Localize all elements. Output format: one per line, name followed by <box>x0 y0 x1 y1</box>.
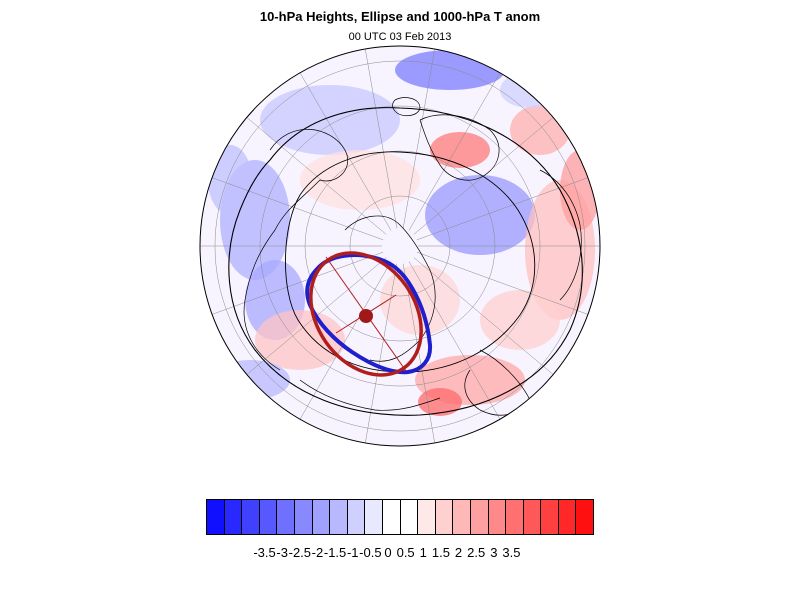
colorbar-tick-label: -3.5 <box>253 545 276 560</box>
colorbar-tick-label: 0 <box>384 545 392 560</box>
colorbar-swatch <box>541 500 559 534</box>
meridian-line <box>365 48 398 229</box>
colorbar-swatch <box>312 500 331 534</box>
colorbar-swatch <box>576 500 594 534</box>
colorbar-tick-label: -1.5 <box>323 545 347 560</box>
colorbar <box>206 499 594 535</box>
colorbar-swatch <box>207 500 225 534</box>
colorbar-tick-label: 0.5 <box>396 545 415 560</box>
colorbar-tick-label: -2.5 <box>288 545 312 560</box>
chart-subtitle: 00 UTC 03 Feb 2013 <box>348 31 452 43</box>
colorbar-swatch <box>330 500 348 534</box>
meridian-line <box>416 177 589 241</box>
anomaly-patch <box>430 132 490 168</box>
anomaly-patch <box>510 105 570 155</box>
temperature-anomaly-field <box>208 50 600 416</box>
colorbar-tick-label: -1 <box>346 545 359 560</box>
colorbar-swatch <box>294 500 313 534</box>
colorbar-swatch <box>488 500 507 534</box>
meridian-line <box>211 177 384 241</box>
meridian-line <box>408 72 501 231</box>
meridian-line <box>211 251 384 315</box>
meridian-line <box>299 261 392 420</box>
meridian-line <box>416 251 589 315</box>
colorbar-swatch <box>382 500 401 534</box>
chart-title: 10-hPa Heights, Ellipse and 1000-hPa T a… <box>259 9 541 24</box>
anomaly-patch <box>255 310 345 370</box>
colorbar-swatch <box>523 500 542 534</box>
anomaly-patch <box>300 150 420 210</box>
anomaly-patch <box>260 85 400 155</box>
anomaly-patch <box>418 388 462 416</box>
colorbar-swatch <box>506 500 524 534</box>
colorbar-swatch <box>277 500 295 534</box>
meridian-line <box>402 48 435 229</box>
colorbar-swatch <box>365 500 383 534</box>
anomaly-patch <box>425 175 535 255</box>
meridian-line <box>408 261 501 420</box>
colorbar-swatch <box>242 500 260 534</box>
colorbar-tick-label: 3 <box>490 545 498 560</box>
colorbar-tick-label: 3.5 <box>502 545 521 560</box>
colorbar-tick-labels: -3.5 -3 -2.5 -2 -1.5 -1 -0.5 0 0.5 1 1.5 2 2.5 3 3.5 <box>0 545 800 563</box>
colorbar-swatch <box>435 500 454 534</box>
height-contour-outer <box>228 107 583 416</box>
colorbar-swatch <box>418 500 436 534</box>
meridian-line <box>246 117 387 235</box>
colorbar-tick-label: 2.5 <box>467 545 486 560</box>
anomaly-patch <box>208 145 252 215</box>
meridian-line <box>413 257 554 375</box>
anomaly-patch <box>395 50 505 90</box>
height-contour-inner <box>285 151 536 373</box>
graticule <box>200 48 600 444</box>
colorbar-tick-label: 2 <box>454 545 463 560</box>
colorbar-tick-label: 1.5 <box>431 545 450 560</box>
anomaly-patch <box>480 290 560 350</box>
meridian-line <box>402 263 435 444</box>
ellipse-center-marker <box>359 309 373 323</box>
colorbar-swatch <box>259 500 278 534</box>
colorbar-swatch <box>558 500 577 534</box>
anomaly-patch <box>560 150 600 230</box>
colorbar-tick-label: -0.5 <box>359 545 382 560</box>
colorbar-tick-label: 1 <box>419 545 427 560</box>
colorbar-tick-label: -2 <box>311 545 324 560</box>
map-border <box>199 45 601 447</box>
colorbar-tick-label: -3 <box>276 545 288 560</box>
coastlines <box>243 97 582 416</box>
colorbar-swatch <box>453 500 471 534</box>
colorbar-swatch <box>347 500 366 534</box>
anomaly-patch <box>500 72 560 108</box>
colorbar-swatch <box>400 500 419 534</box>
anomaly-patch <box>210 360 290 400</box>
colorbar-swatch <box>224 500 243 534</box>
colorbar-swatch <box>470 500 489 534</box>
